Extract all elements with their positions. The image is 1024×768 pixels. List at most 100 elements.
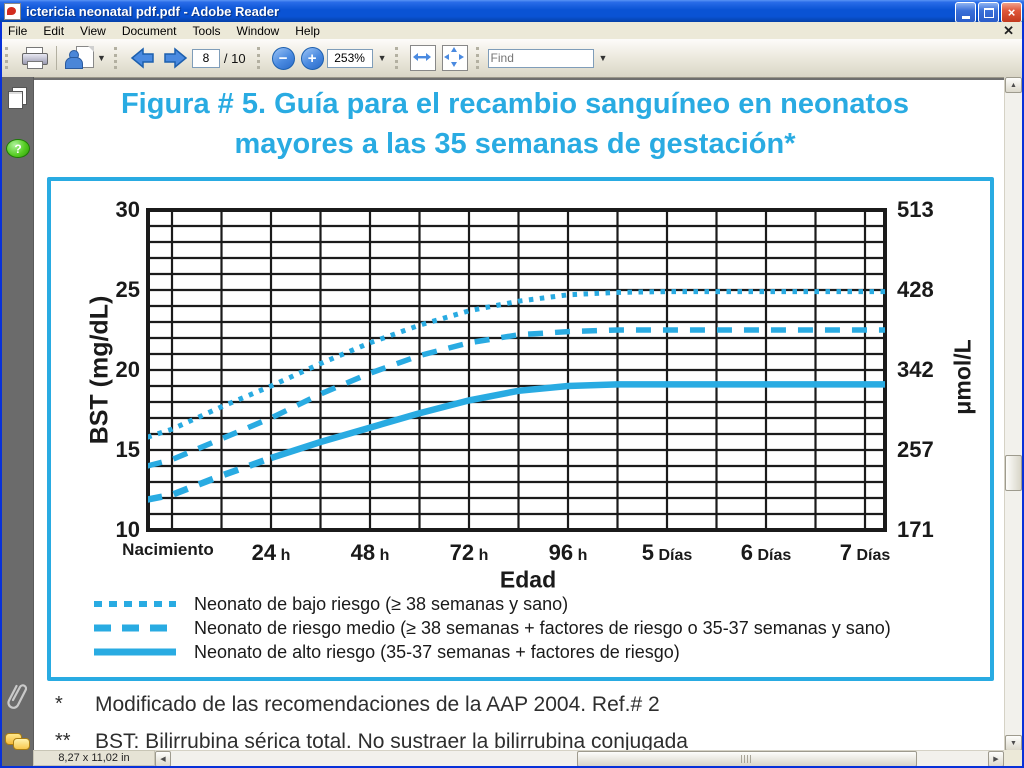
- zoom-level-value[interactable]: 253%: [326, 48, 373, 68]
- y-tick-right-171: 171: [897, 517, 934, 542]
- x-tick-0h: Nacimiento: [122, 540, 214, 559]
- scrollbar-corner: [1004, 750, 1024, 766]
- toolbar-grip[interactable]: [394, 47, 402, 69]
- toolbar-grip[interactable]: [5, 47, 12, 69]
- y-axis-title-left: BST (mg/dL): [85, 295, 114, 445]
- window-title: ictericia neonatal pdf.pdf - Adobe Reade…: [26, 3, 280, 19]
- scroll-right-button[interactable]: ▶: [988, 751, 1004, 767]
- zoom-out-button[interactable]: −: [269, 43, 298, 73]
- fit-page-button[interactable]: [439, 43, 471, 73]
- x-tick-144h: 6 Días: [740, 540, 792, 565]
- scroll-down-button[interactable]: ▼: [1005, 735, 1022, 751]
- legend-sample-solid-icon: [94, 648, 176, 656]
- figure-title-line1: Figura # 5. Guía para el recambio sanguí…: [120, 88, 910, 120]
- chart-legend: Neonato de bajo riesgo (≥ 38 semanas y s…: [92, 592, 982, 664]
- grid-lines: [148, 210, 885, 530]
- series-line-2: [148, 454, 273, 503]
- footnote-marker: *: [55, 693, 63, 715]
- menu-item-tools[interactable]: Tools: [192, 23, 221, 38]
- legend-item-2: Neonato de alto riesgo (35-37 semanas + …: [92, 640, 982, 664]
- print-button[interactable]: [17, 43, 51, 73]
- page-size-status: 8,27 x 11,02 in: [33, 750, 155, 766]
- chevron-down-icon: ▼: [377, 53, 387, 63]
- toolbar-close-icon[interactable]: ✕: [1003, 23, 1014, 38]
- comments-icon[interactable]: [5, 733, 30, 751]
- vertical-scroll-thumb[interactable]: [1005, 455, 1022, 491]
- fit-width-icon: [409, 45, 436, 71]
- figure-frame: [47, 177, 994, 681]
- toolbar-grip[interactable]: [475, 47, 483, 69]
- page-count-label: / 10: [223, 50, 246, 66]
- toolbar-grip[interactable]: [256, 47, 264, 69]
- arrow-right-icon: [164, 47, 188, 69]
- menu-item-view[interactable]: View: [80, 23, 106, 38]
- previous-page-button[interactable]: [126, 43, 159, 73]
- window-border: [0, 766, 1024, 768]
- navigation-panel-corner: [0, 750, 33, 766]
- x-tick-24h: 24 h: [251, 540, 291, 565]
- navigation-panel: ?: [0, 77, 34, 766]
- menu-item-help[interactable]: Help: [295, 23, 320, 38]
- menu-item-edit[interactable]: Edit: [43, 23, 65, 38]
- figure-title: Figura # 5. Guía para el recambio sanguí…: [40, 84, 990, 164]
- y-tick-left-20: 20: [115, 357, 140, 382]
- series-line-0: [148, 289, 885, 440]
- legend-sample-dashed-icon: [94, 624, 176, 632]
- find-input[interactable]: [487, 48, 594, 68]
- menu-item-file[interactable]: File: [8, 23, 28, 38]
- menu-bar: File Edit View Document Tools Window Help: [0, 22, 1024, 40]
- x-tick-96h: 96 h: [548, 540, 588, 565]
- page-number-input[interactable]: [191, 48, 220, 68]
- zoom-dropdown-button[interactable]: ▼: [373, 43, 390, 73]
- series-line-1: [148, 327, 885, 469]
- find-dropdown-button[interactable]: ▼: [594, 43, 611, 73]
- y-tick-right-428: 428: [897, 277, 934, 302]
- vertical-scrollbar[interactable]: ▲ ▼: [1004, 77, 1022, 751]
- window-border: [1022, 22, 1024, 768]
- x-tick-72h: 72 h: [449, 540, 489, 565]
- toolbar-grip[interactable]: [113, 47, 121, 69]
- x-tick-48h: 48 h: [350, 540, 390, 565]
- y-tick-left-15: 15: [115, 437, 140, 462]
- menu-item-window[interactable]: Window: [236, 23, 280, 38]
- y-tick-right-513: 513: [897, 197, 934, 222]
- close-button[interactable]: ×: [1001, 2, 1022, 23]
- bst-chart: [146, 208, 887, 532]
- horizontal-scrollbar[interactable]: ◀ ▶: [155, 750, 1004, 767]
- legend-label-1: Neonato de riesgo medio (≥ 38 semanas + …: [194, 617, 891, 638]
- fit-page-icon: [441, 45, 468, 71]
- horizontal-scroll-thumb[interactable]: [577, 751, 917, 767]
- footnote-text: Modificado de las recomendaciones de la …: [95, 693, 660, 716]
- zoom-in-button[interactable]: +: [298, 43, 327, 73]
- attachments-paperclip-icon[interactable]: [7, 680, 27, 710]
- y-tick-left-30: 30: [115, 197, 140, 222]
- footnote-1: * Modificado de las recomendaciones de la…: [55, 693, 975, 717]
- pdf-file-icon: [4, 2, 21, 20]
- chevron-down-icon: ▼: [598, 53, 608, 63]
- menu-item-document[interactable]: Document: [121, 23, 177, 38]
- series-line-2: [270, 381, 885, 462]
- footnote-2: ** BST: Bilirrubina sérica total. No sust…: [55, 730, 975, 754]
- toolbar: ▼ / 10 − + 253% ▼: [0, 39, 1024, 78]
- legend-item-1: Neonato de riesgo medio (≥ 38 semanas + …: [92, 616, 982, 640]
- scroll-left-button[interactable]: ◀: [155, 751, 171, 767]
- figure-title-line2: mayores a las 35 semanas de gestación*: [234, 128, 796, 160]
- y-tick-left-25: 25: [115, 277, 140, 302]
- restore-button[interactable]: [978, 2, 999, 23]
- scroll-up-button[interactable]: ▲: [1005, 77, 1022, 93]
- fit-width-button[interactable]: [407, 43, 439, 73]
- pages-panel-icon[interactable]: [8, 87, 27, 109]
- legend-item-0: Neonato de bajo riesgo (≥ 38 semanas y s…: [92, 592, 982, 616]
- minus-icon: −: [271, 46, 295, 70]
- legend-sample-dotted-icon: [94, 601, 176, 607]
- send-for-review-button[interactable]: ▼: [62, 43, 109, 73]
- arrow-left-icon: [130, 47, 154, 69]
- x-tick-168h: 7 Días: [839, 540, 891, 565]
- legend-label-2: Neonato de alto riesgo (35-37 semanas + …: [194, 641, 680, 662]
- next-page-button[interactable]: [159, 43, 192, 73]
- legend-label-0: Neonato de bajo riesgo (≥ 38 semanas y s…: [194, 593, 569, 614]
- help-icon[interactable]: ?: [6, 139, 30, 158]
- title-bar: ictericia neonatal pdf.pdf - Adobe Reade…: [0, 0, 1024, 23]
- minimize-button[interactable]: [955, 2, 976, 23]
